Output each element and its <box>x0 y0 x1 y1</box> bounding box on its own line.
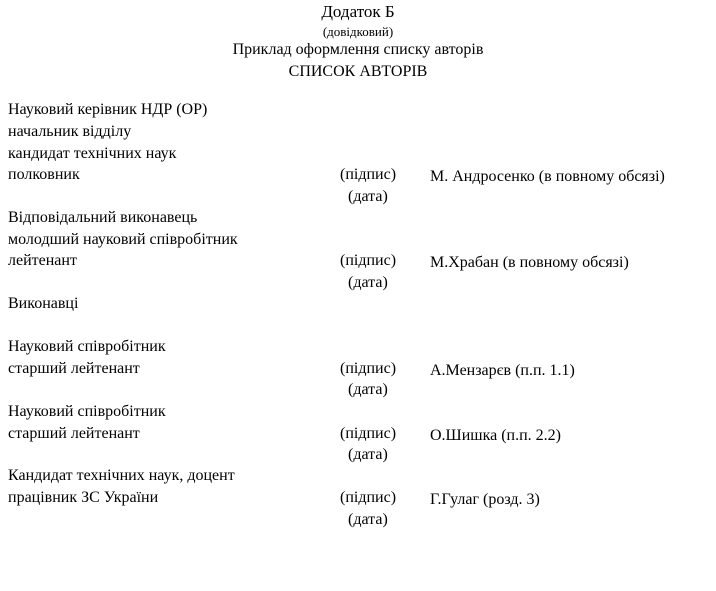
entry-4-signature-label: (підпис) <box>340 425 397 442</box>
example-caption: Приклад оформлення списку авторів <box>232 41 484 58</box>
entry-5-author-name: Г.Гулаг (розд. 3) <box>430 491 540 508</box>
entry-3-author-name: А.Мензарєв (п.п. 1.1) <box>430 362 575 379</box>
entry-2-author-name: М.Храбан (в повному обсязі) <box>430 254 629 271</box>
appendix-subtitle: (довідковий) <box>322 24 394 39</box>
entry-4-position-line: Науковий співробітник <box>8 403 166 420</box>
entry-2-role-line: Відповідальний виконавець <box>8 209 198 226</box>
entry-5-degree-line: Кандидат технічних наук, доцент <box>8 467 235 484</box>
entry-1-signature-label: (підпис) <box>340 166 397 183</box>
entry-4-rank-line: старший лейтенант <box>8 425 140 442</box>
entry-1-degree-line: кандидат технічних наук <box>8 145 177 162</box>
entry-2-date-label: (дата) <box>348 274 388 291</box>
entry-2-rank-line: лейтенант <box>8 252 77 269</box>
entry-3-date-label: (дата) <box>348 381 388 398</box>
entry-2-signature-label: (підпис) <box>340 252 397 269</box>
entry-3-position-line: Науковий співробітник <box>8 338 166 355</box>
entry-5-date-label: (дата) <box>348 511 388 528</box>
entry-1-date-label: (дата) <box>348 188 388 205</box>
entry-3-signature-label: (підпис) <box>340 360 397 377</box>
entry-5-signature-label: (підпис) <box>340 489 397 506</box>
entry-2-position-line: молодший науковий співробітник <box>8 231 238 248</box>
entry-1-position-line: Науковий керівник НДР (ОР) <box>8 101 208 118</box>
entry-1-rank-line: полковник <box>8 166 80 183</box>
entry-4-date-label: (дата) <box>348 446 388 463</box>
entry-1-position-line: начальник відділу <box>8 123 132 140</box>
entry-5-position-line: працівник ЗС України <box>8 489 159 506</box>
entry-3-rank-line: старший лейтенант <box>8 360 140 377</box>
executors-heading: Виконавці <box>8 295 79 312</box>
appendix-title: Додаток Б <box>321 2 395 21</box>
entry-4-author-name: О.Шишка (п.п. 2.2) <box>430 427 561 444</box>
list-title: СПИСОК АВТОРІВ <box>288 63 428 80</box>
entry-1-author-name: М. Андросенко (в повному обсязі) <box>430 168 665 185</box>
